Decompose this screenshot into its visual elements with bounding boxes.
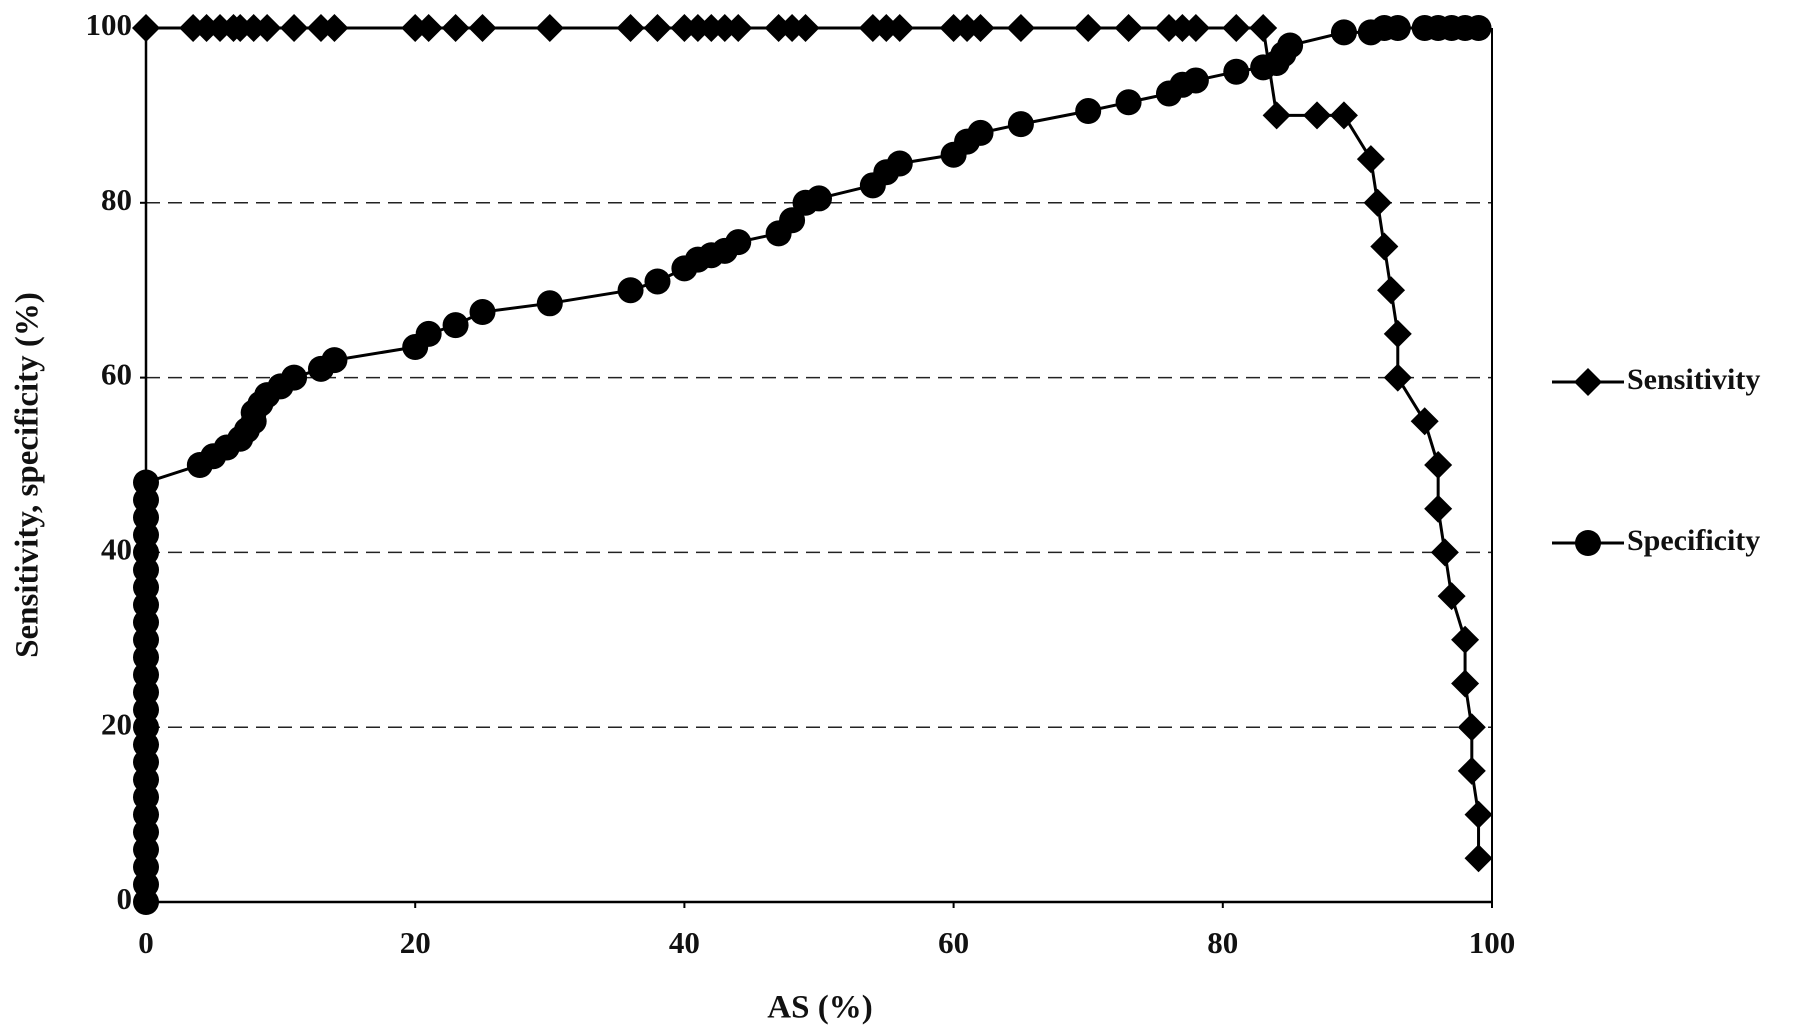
data-point — [1181, 14, 1210, 42]
data-point — [536, 290, 563, 317]
data-point — [1074, 14, 1103, 42]
data-point — [967, 119, 994, 146]
data-point — [1249, 14, 1278, 42]
y-tick-label: 60 — [101, 357, 132, 392]
data-point — [415, 320, 442, 347]
data-point — [724, 14, 753, 42]
data-point — [616, 14, 645, 42]
data-point — [253, 14, 282, 42]
data-point — [321, 347, 348, 374]
data-point — [779, 207, 806, 234]
data-point — [1223, 58, 1250, 85]
data-point — [1424, 451, 1453, 479]
data-point — [1303, 101, 1332, 130]
data-point — [1383, 363, 1412, 392]
x-tick-label: 0 — [138, 925, 154, 960]
data-point — [885, 14, 914, 42]
data-point — [1114, 14, 1143, 42]
data-point — [1370, 232, 1399, 261]
data-point — [1007, 111, 1034, 138]
y-tick-label: 80 — [101, 182, 132, 217]
data-point — [1262, 101, 1291, 130]
x-tick-label: 60 — [938, 925, 969, 960]
data-point — [1182, 67, 1209, 94]
legend-label: Sensitivity — [1627, 363, 1760, 396]
data-point — [468, 14, 497, 42]
y-tick-label: 20 — [101, 706, 132, 741]
data-point — [1465, 15, 1492, 41]
data-point — [1437, 582, 1466, 611]
data-point — [1075, 98, 1102, 125]
data-point — [1277, 32, 1304, 59]
legend-marker — [1575, 530, 1601, 556]
data-point — [1430, 538, 1459, 567]
data-point — [806, 185, 832, 212]
data-point — [1115, 89, 1142, 116]
data-point — [617, 277, 644, 304]
data-point — [280, 14, 309, 42]
data-point — [1457, 756, 1486, 785]
x-tick-label: 20 — [400, 925, 431, 960]
data-point — [1451, 625, 1480, 654]
series-line — [144, 26, 1479, 902]
legend-marker — [1574, 368, 1602, 396]
data-point — [1424, 494, 1453, 523]
y-tick-label: 40 — [101, 532, 132, 567]
data-point — [414, 14, 443, 42]
x-tick-label: 100 — [1469, 925, 1516, 960]
data-point — [1457, 713, 1486, 742]
legend-label: Specificity — [1627, 524, 1760, 557]
data-point — [132, 14, 160, 42]
series-line — [146, 26, 1481, 859]
data-point — [1377, 276, 1406, 305]
data-point — [725, 229, 752, 256]
y-tick-label: 0 — [117, 881, 133, 916]
data-point — [1464, 800, 1493, 829]
x-tick-label: 80 — [1207, 925, 1238, 960]
y-tick-label: 100 — [86, 7, 133, 42]
data-point — [1330, 19, 1357, 46]
data-point — [1356, 145, 1385, 174]
data-point — [791, 14, 820, 42]
data-point — [1383, 319, 1412, 348]
data-point — [535, 14, 564, 42]
x-tick-label: 40 — [669, 925, 700, 960]
data-point — [1451, 669, 1480, 698]
data-point — [469, 299, 496, 326]
data-point — [441, 14, 470, 42]
data-point — [1006, 14, 1035, 42]
data-point — [1384, 15, 1411, 41]
x-axis-title: AS (%) — [767, 990, 872, 1026]
data-point — [281, 364, 308, 391]
data-point — [886, 150, 913, 177]
data-point — [1464, 844, 1493, 873]
y-axis-title: Sensitivity, specificity (%) — [10, 292, 46, 658]
data-point — [966, 14, 995, 42]
data-point — [1363, 188, 1392, 217]
data-point — [133, 469, 159, 496]
data-point — [1222, 14, 1251, 42]
data-point — [442, 312, 469, 339]
data-point — [1410, 407, 1439, 436]
data-point — [643, 14, 672, 42]
data-point — [1329, 101, 1358, 130]
data-point — [320, 14, 349, 42]
data-point — [644, 268, 671, 295]
